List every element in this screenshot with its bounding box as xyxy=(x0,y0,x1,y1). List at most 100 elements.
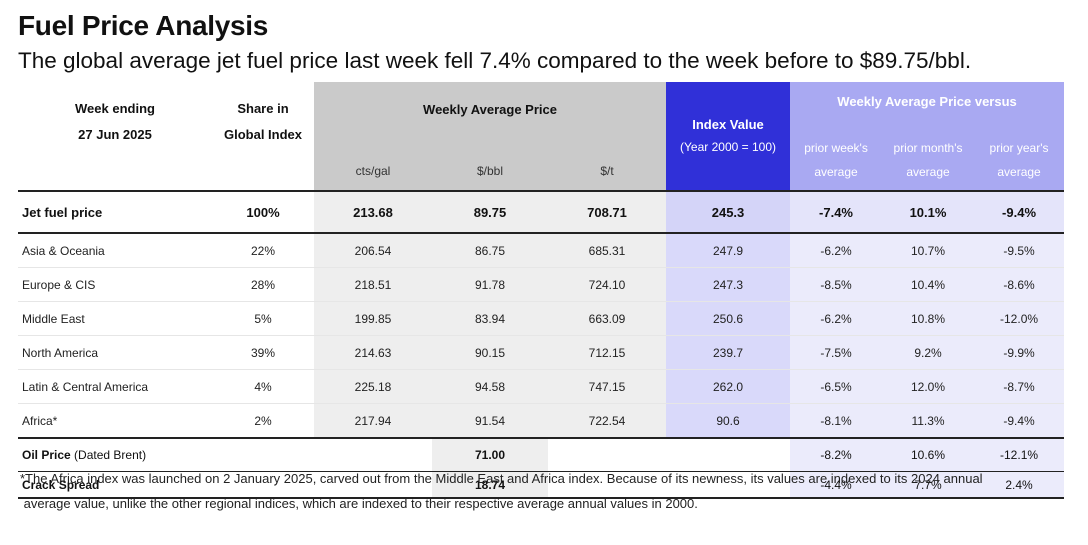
fuel-price-table-container: Week ending 27 Jun 2025 Share in Global … xyxy=(18,82,1065,499)
share-label-line2: Global Index xyxy=(223,127,302,142)
region-index: 262.0 xyxy=(666,369,791,404)
region-prior-year: -8.6% xyxy=(974,267,1065,302)
cts-gal-header: cts/gal xyxy=(314,136,432,191)
usd-t-header: $/t xyxy=(548,136,667,191)
crack-spread-prior-month: 7.7% xyxy=(882,471,975,499)
region-name: Europe & CIS xyxy=(18,267,212,302)
region-index: 247.3 xyxy=(666,267,791,302)
table-row: Asia & Oceania 22% 206.54 86.75 685.31 2… xyxy=(18,233,1065,268)
prior-week-average-label: average xyxy=(814,165,858,179)
prior-week-header: prior week's average xyxy=(790,136,883,191)
footnote: *The Africa index was launched on 2 Janu… xyxy=(20,466,1070,516)
crack-spread-index-empty xyxy=(666,471,791,499)
region-usd-t: 685.31 xyxy=(548,233,667,268)
prior-month-average-label: average xyxy=(906,165,950,179)
region-usd-t: 747.15 xyxy=(548,369,667,404)
oil-price-label: Oil Price xyxy=(22,448,71,462)
region-prior-week: -6.2% xyxy=(790,301,883,336)
region-prior-year: -9.9% xyxy=(974,335,1065,370)
prior-month-label: prior month's xyxy=(893,141,963,155)
header-row-bottom: cts/gal $/bbl $/t (Year 2000 = 100) prio… xyxy=(18,136,1065,191)
region-cts-gal: 214.63 xyxy=(314,335,432,370)
table-row: Latin & Central America 4% 225.18 94.58 … xyxy=(18,369,1065,404)
jet-fuel-prior-month: 10.1% xyxy=(882,190,975,234)
crack-spread-prior-week: -4.4% xyxy=(790,471,883,499)
oil-price-usd-bbl: 71.00 xyxy=(432,438,548,472)
fuel-price-table: Week ending 27 Jun 2025 Share in Global … xyxy=(18,82,1065,499)
region-prior-week: -6.5% xyxy=(790,369,883,404)
region-prior-month: 12.0% xyxy=(882,369,975,404)
table-row: Africa* 2% 217.94 91.54 722.54 90.6 -8.1… xyxy=(18,403,1065,439)
oil-price-prior-month: 10.6% xyxy=(882,438,975,472)
region-share: 39% xyxy=(212,335,314,370)
region-share: 28% xyxy=(212,267,314,302)
region-share: 4% xyxy=(212,369,314,404)
region-cts-gal: 206.54 xyxy=(314,233,432,268)
region-index: 239.7 xyxy=(666,335,791,370)
region-cts-gal: 217.94 xyxy=(314,403,432,439)
region-share: 22% xyxy=(212,233,314,268)
versus-header: Weekly Average Price versus xyxy=(790,82,1065,136)
region-usd-t: 724.10 xyxy=(548,267,667,302)
jet-fuel-index: 245.3 xyxy=(666,190,791,234)
footnote-line1: *The Africa index was launched on 2 Janu… xyxy=(20,471,983,486)
page-title: Fuel Price Analysis xyxy=(18,10,269,41)
crack-spread-usd-bbl: 18.74 xyxy=(432,471,548,499)
region-index: 247.9 xyxy=(666,233,791,268)
region-usd-bbl: 83.94 xyxy=(432,301,548,336)
jet-fuel-row: Jet fuel price 100% 213.68 89.75 708.71 … xyxy=(18,190,1065,234)
oil-price-usd-t-empty xyxy=(548,438,667,472)
region-prior-month: 10.4% xyxy=(882,267,975,302)
jet-fuel-share: 100% xyxy=(212,190,314,234)
prior-year-header: prior year's average xyxy=(974,136,1065,191)
week-ending-date: 27 Jun 2025 xyxy=(78,127,152,142)
table-row: Europe & CIS 28% 218.51 91.78 724.10 247… xyxy=(18,267,1065,302)
region-prior-year: -9.4% xyxy=(974,403,1065,439)
region-prior-week: -8.1% xyxy=(790,403,883,439)
region-name: Africa* xyxy=(18,403,212,439)
region-name: Latin & Central America xyxy=(18,369,212,404)
region-name: North America xyxy=(18,335,212,370)
oil-price-row: Oil Price (Dated Brent) 71.00 -8.2% 10.6… xyxy=(18,438,1065,472)
table-row: North America 39% 214.63 90.15 712.15 23… xyxy=(18,335,1065,370)
region-usd-t: 722.54 xyxy=(548,403,667,439)
jet-fuel-usd-t: 708.71 xyxy=(548,190,667,234)
oil-price-share-empty xyxy=(212,438,314,472)
crack-spread-usd-t-empty xyxy=(548,471,667,499)
jet-fuel-usd-bbl: 89.75 xyxy=(432,190,548,234)
region-usd-bbl: 94.58 xyxy=(432,369,548,404)
region-prior-week: -6.2% xyxy=(790,233,883,268)
oil-price-name: Oil Price (Dated Brent) xyxy=(18,438,212,472)
index-base-header: (Year 2000 = 100) xyxy=(666,136,791,191)
jet-fuel-prior-week: -7.4% xyxy=(790,190,883,234)
region-name: Middle East xyxy=(18,301,212,336)
jet-fuel-name: Jet fuel price xyxy=(18,190,212,234)
prior-month-header: prior month's average xyxy=(882,136,975,191)
region-index: 90.6 xyxy=(666,403,791,439)
region-usd-t: 712.15 xyxy=(548,335,667,370)
region-cts-gal: 225.18 xyxy=(314,369,432,404)
prior-year-average-label: average xyxy=(997,165,1041,179)
region-cts-gal: 218.51 xyxy=(314,267,432,302)
oil-price-cts-gal-empty xyxy=(314,438,432,472)
crack-spread-share-empty xyxy=(212,471,314,499)
region-prior-year: -12.0% xyxy=(974,301,1065,336)
region-usd-bbl: 90.15 xyxy=(432,335,548,370)
oil-price-qualifier: (Dated Brent) xyxy=(70,448,147,462)
region-cts-gal: 199.85 xyxy=(314,301,432,336)
oil-price-index-empty xyxy=(666,438,791,472)
crack-spread-row: Crack Spread 18.74 -4.4% 7.7% 2.4% xyxy=(18,471,1065,499)
region-usd-bbl: 91.78 xyxy=(432,267,548,302)
header-row-top: Week ending 27 Jun 2025 Share in Global … xyxy=(18,82,1065,142)
crack-spread-prior-year: 2.4% xyxy=(974,471,1065,499)
region-share: 2% xyxy=(212,403,314,439)
region-usd-bbl: 91.54 xyxy=(432,403,548,439)
region-prior-month: 10.7% xyxy=(882,233,975,268)
crack-spread-name: Crack Spread xyxy=(18,471,212,499)
weekly-average-price-header: Weekly Average Price xyxy=(314,82,667,136)
week-ending-header: Week ending 27 Jun 2025 xyxy=(18,82,212,191)
region-prior-week: -7.5% xyxy=(790,335,883,370)
region-prior-month: 9.2% xyxy=(882,335,975,370)
region-name: Asia & Oceania xyxy=(18,233,212,268)
region-prior-week: -8.5% xyxy=(790,267,883,302)
